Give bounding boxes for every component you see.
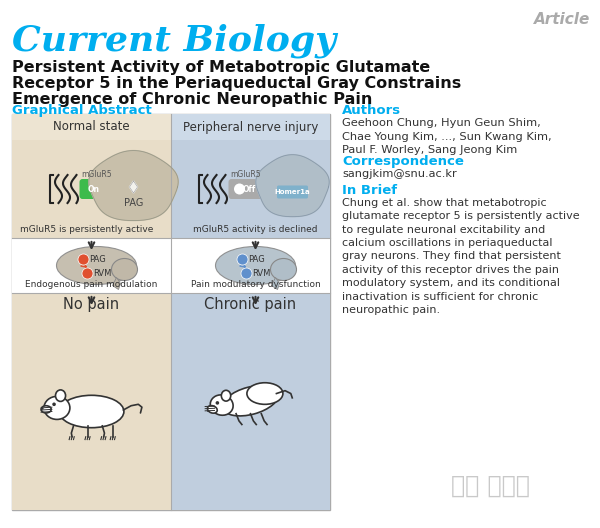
Text: mGluR5: mGluR5	[230, 170, 261, 179]
Circle shape	[234, 184, 245, 194]
Ellipse shape	[223, 385, 278, 416]
Polygon shape	[113, 278, 121, 289]
Text: On: On	[88, 184, 100, 193]
Circle shape	[241, 268, 252, 279]
FancyBboxPatch shape	[277, 185, 308, 199]
Ellipse shape	[59, 395, 124, 428]
Text: Off: Off	[243, 184, 256, 193]
Bar	[171, 293, 330, 510]
Text: Endogenous pain modulation: Endogenous pain modulation	[25, 280, 158, 289]
Text: Pain modulatory dysfunction: Pain modulatory dysfunction	[191, 280, 320, 289]
Ellipse shape	[221, 390, 231, 401]
Text: Persistent Activity of Metabotropic Glutamate: Persistent Activity of Metabotropic Glut…	[12, 60, 430, 75]
Polygon shape	[89, 150, 178, 221]
Text: Article: Article	[533, 12, 590, 27]
Text: RVM: RVM	[94, 269, 112, 278]
Ellipse shape	[44, 397, 70, 419]
Ellipse shape	[112, 259, 137, 280]
Bar	[12, 114, 330, 510]
FancyBboxPatch shape	[229, 179, 263, 199]
Text: Receptor 5 in the Periaqueductal Gray Constrains: Receptor 5 in the Periaqueductal Gray Co…	[12, 76, 461, 91]
Text: Normal state: Normal state	[53, 120, 130, 134]
Circle shape	[41, 408, 44, 410]
Text: PAG: PAG	[89, 255, 106, 264]
Text: mGluR5 is persistently active: mGluR5 is persistently active	[20, 225, 153, 234]
Ellipse shape	[210, 395, 233, 415]
Polygon shape	[256, 155, 329, 216]
Text: No pain: No pain	[64, 297, 119, 312]
Ellipse shape	[208, 406, 217, 413]
Ellipse shape	[56, 390, 65, 401]
Bar	[12, 114, 171, 140]
Text: Homer1a: Homer1a	[275, 189, 310, 195]
Bar	[12, 238, 330, 293]
Text: Emergence of Chronic Neuropathic Pain: Emergence of Chronic Neuropathic Pain	[12, 92, 373, 107]
Ellipse shape	[271, 259, 296, 280]
Polygon shape	[130, 181, 137, 193]
Text: Chronic pain: Chronic pain	[205, 297, 296, 312]
Text: 뉴스 프리즐: 뉴스 프리즐	[451, 474, 529, 498]
Circle shape	[52, 402, 56, 406]
Text: Authors: Authors	[342, 104, 401, 117]
Circle shape	[207, 410, 209, 412]
Circle shape	[215, 401, 219, 404]
Circle shape	[78, 254, 89, 265]
Text: Current Biology: Current Biology	[12, 24, 336, 59]
Text: Chung et al. show that metabotropic
glutamate receptor 5 is persistently active
: Chung et al. show that metabotropic glut…	[342, 198, 580, 315]
Text: PAG: PAG	[124, 198, 143, 208]
Text: Geehoon Chung, Hyun Geun Shim,
Chae Young Kim, ..., Sun Kwang Kim,
Paul F. Worle: Geehoon Chung, Hyun Geun Shim, Chae Youn…	[342, 118, 551, 155]
Circle shape	[82, 268, 93, 279]
Text: Graphical Abstract: Graphical Abstract	[12, 104, 152, 117]
Text: RVM: RVM	[253, 269, 271, 278]
Ellipse shape	[215, 247, 296, 285]
Ellipse shape	[41, 406, 51, 413]
Bar	[12, 293, 171, 510]
Ellipse shape	[247, 383, 283, 404]
Text: Peripheral nerve injury: Peripheral nerve injury	[183, 120, 318, 134]
Bar	[171, 140, 330, 238]
Circle shape	[237, 254, 248, 265]
Text: In Brief: In Brief	[342, 184, 397, 197]
Text: Correspondence: Correspondence	[342, 155, 464, 168]
Polygon shape	[271, 278, 280, 289]
Text: sangjkim@snu.ac.kr: sangjkim@snu.ac.kr	[342, 169, 457, 179]
Text: PAG: PAG	[248, 255, 265, 264]
FancyBboxPatch shape	[79, 179, 113, 199]
Text: mGluR5: mGluR5	[81, 170, 112, 179]
Circle shape	[97, 184, 108, 194]
Bar	[12, 140, 171, 238]
Text: mGluR5 activity is declined: mGluR5 activity is declined	[193, 225, 318, 234]
Bar	[171, 114, 330, 140]
Ellipse shape	[56, 247, 137, 285]
